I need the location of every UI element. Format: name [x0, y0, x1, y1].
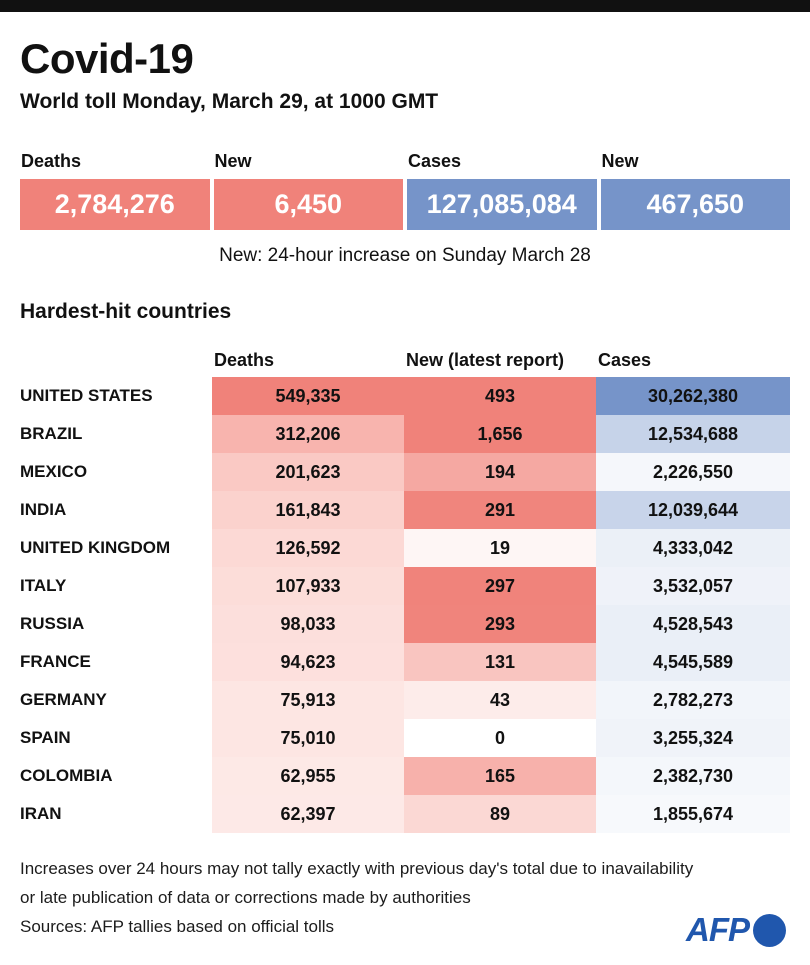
table-header-row: Deaths New (latest report) Cases: [20, 347, 790, 373]
table-row: GERMANY 75,913 43 2,782,273: [20, 681, 790, 719]
deaths-cell: 98,033: [212, 605, 404, 643]
summary-value-deaths-new: 6,450: [213, 179, 403, 230]
deaths-cell: 312,206: [212, 415, 404, 453]
new-cell: 293: [404, 605, 596, 643]
table-row: INDIA 161,843 291 12,039,644: [20, 491, 790, 529]
column-header-deaths: Deaths: [214, 350, 275, 370]
country-label: INDIA: [20, 491, 212, 529]
new-cell: 297: [404, 567, 596, 605]
new-cell: 131: [404, 643, 596, 681]
country-label: IRAN: [20, 795, 212, 833]
afp-logo-circle-icon: [753, 913, 786, 947]
summary-value-cases-new: 467,650: [600, 179, 790, 230]
page-subtitle: World toll Monday, March 29, at 1000 GMT: [20, 90, 439, 113]
table-row: ITALY 107,933 297 3,532,057: [20, 567, 790, 605]
new-cell: 19: [404, 529, 596, 567]
country-label: GERMANY: [20, 681, 212, 719]
country-label: COLOMBIA: [20, 757, 212, 795]
country-label: SPAIN: [20, 719, 212, 757]
country-label: BRAZIL: [20, 415, 212, 453]
deaths-cell: 161,843: [212, 491, 404, 529]
new-cell: 165: [404, 757, 596, 795]
top-black-bar: [0, 0, 810, 12]
summary-label-deaths-new: New: [214, 151, 252, 171]
summary-boxes-row: 2,784,276 6,450 127,085,084 467,650: [20, 179, 790, 230]
summary-value-cases: 127,085,084: [407, 179, 597, 230]
footer-note-line2: or late publication of data or correctio…: [20, 888, 471, 907]
page-title: Covid-19: [20, 35, 194, 82]
cases-cell: 3,532,057: [596, 567, 790, 605]
table-row: RUSSIA 98,033 293 4,528,543: [20, 605, 790, 643]
column-header-cases: Cases: [598, 350, 652, 370]
infographic-body: Covid-19 World toll Monday, March 29, at…: [0, 36, 810, 941]
deaths-cell: 126,592: [212, 529, 404, 567]
deaths-cell: 201,623: [212, 453, 404, 491]
cases-cell: 4,545,589: [596, 643, 790, 681]
deaths-cell: 75,913: [212, 681, 404, 719]
new-cell: 43: [404, 681, 596, 719]
cases-cell: 4,333,042: [596, 529, 790, 567]
country-label: ITALY: [20, 567, 212, 605]
country-label: MEXICO: [20, 453, 212, 491]
summary-label-cases-new: New: [601, 151, 639, 171]
footer-source-line: Sources: AFP tallies based on official t…: [20, 917, 335, 936]
cases-cell: 2,382,730: [596, 757, 790, 795]
deaths-cell: 549,335: [212, 377, 404, 415]
table-row: IRAN 62,397 89 1,855,674: [20, 795, 790, 833]
cases-cell: 2,226,550: [596, 453, 790, 491]
deaths-cell: 75,010: [212, 719, 404, 757]
column-header-new: New (latest report): [406, 350, 565, 370]
table-row: BRAZIL 312,206 1,656 12,534,688: [20, 415, 790, 453]
deaths-cell: 94,623: [212, 643, 404, 681]
new-cell: 493: [404, 377, 596, 415]
cases-cell: 12,534,688: [596, 415, 790, 453]
summary-label-deaths: Deaths: [21, 151, 82, 171]
new-cell: 291: [404, 491, 596, 529]
country-label: UNITED STATES: [20, 377, 212, 415]
summary-note: New: 24-hour increase on Sunday March 28: [219, 245, 591, 266]
cases-cell: 30,262,380: [596, 377, 790, 415]
country-label: FRANCE: [20, 643, 212, 681]
hardest-hit-table: Deaths New (latest report) Cases UNITED …: [20, 347, 790, 833]
table-row: MEXICO 201,623 194 2,226,550: [20, 453, 790, 491]
footer-note-line1: Increases over 24 hours may not tally ex…: [20, 859, 694, 878]
new-cell: 1,656: [404, 415, 596, 453]
footer-notes: Increases over 24 hours may not tally ex…: [20, 854, 790, 941]
table-row: COLOMBIA 62,955 165 2,382,730: [20, 757, 790, 795]
cases-cell: 12,039,644: [596, 491, 790, 529]
table-row: UNITED STATES 549,335 493 30,262,380: [20, 377, 790, 415]
deaths-cell: 62,397: [212, 795, 404, 833]
country-label: UNITED KINGDOM: [20, 529, 212, 567]
cases-cell: 3,255,324: [596, 719, 790, 757]
cases-cell: 1,855,674: [596, 795, 790, 833]
new-cell: 0: [404, 719, 596, 757]
table-row: UNITED KINGDOM 126,592 19 4,333,042: [20, 529, 790, 567]
deaths-cell: 107,933: [212, 567, 404, 605]
afp-logo-text: AFP: [686, 911, 750, 948]
country-label: RUSSIA: [20, 605, 212, 643]
table-row: SPAIN 75,010 0 3,255,324: [20, 719, 790, 757]
new-cell: 194: [404, 453, 596, 491]
summary-labels-row: Deaths New Cases New: [20, 149, 790, 173]
new-cell: 89: [404, 795, 596, 833]
section-title: Hardest-hit countries: [20, 300, 232, 323]
column-header-spacer: [20, 347, 212, 373]
cases-cell: 2,782,273: [596, 681, 790, 719]
summary-label-cases: Cases: [408, 151, 462, 171]
summary-value-deaths: 2,784,276: [20, 179, 210, 230]
deaths-cell: 62,955: [212, 757, 404, 795]
cases-cell: 4,528,543: [596, 605, 790, 643]
afp-logo: AFP: [686, 911, 786, 949]
table-row: FRANCE 94,623 131 4,545,589: [20, 643, 790, 681]
